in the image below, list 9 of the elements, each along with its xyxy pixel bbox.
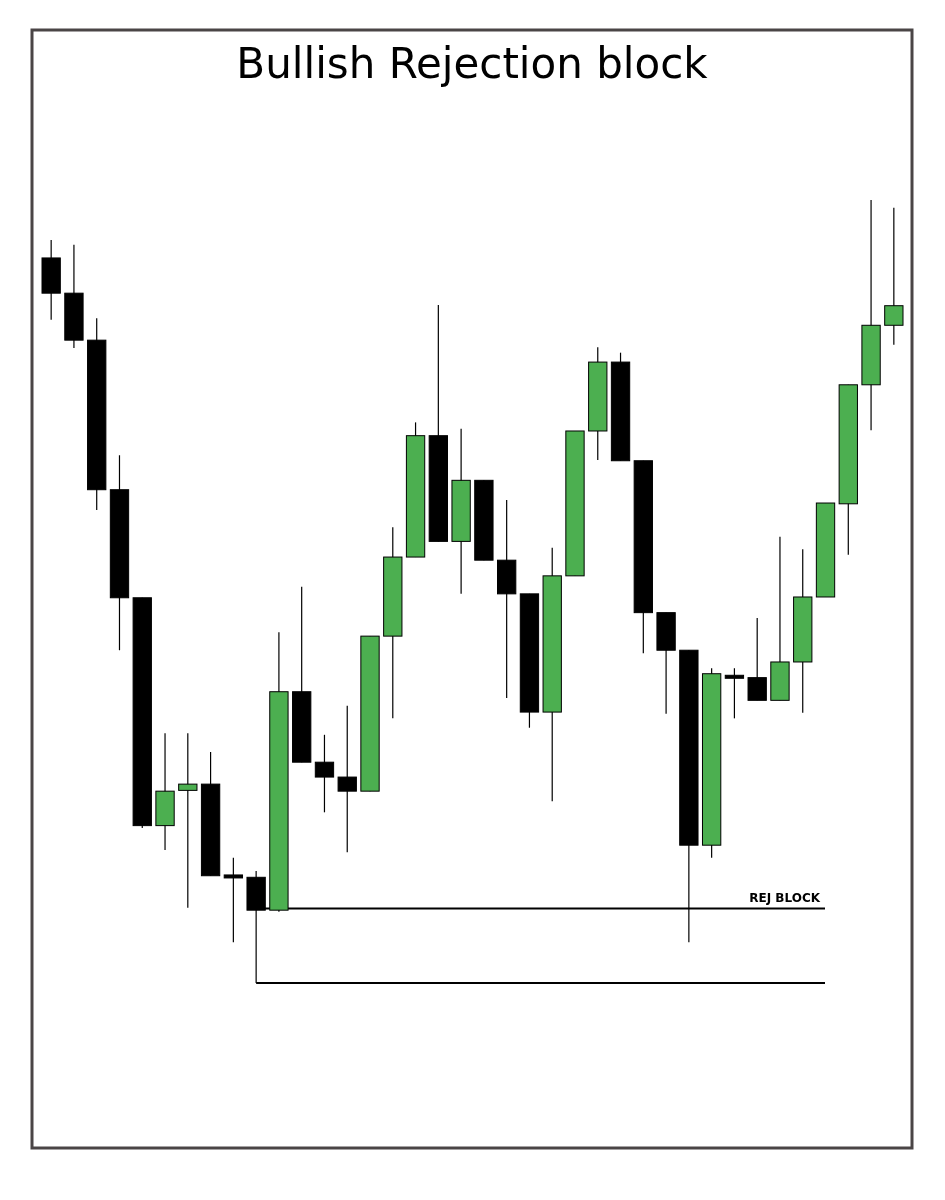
candlestick <box>314 734 335 813</box>
candlestick <box>884 207 904 346</box>
candlestick <box>337 705 357 853</box>
candlestick <box>178 732 198 909</box>
candlestick <box>223 857 244 943</box>
candlestick <box>724 667 745 719</box>
chart-title: Bullish Rejection block <box>236 39 709 88</box>
ref-line-label: REJ BLOCK <box>749 890 821 905</box>
candlestick <box>747 617 767 701</box>
